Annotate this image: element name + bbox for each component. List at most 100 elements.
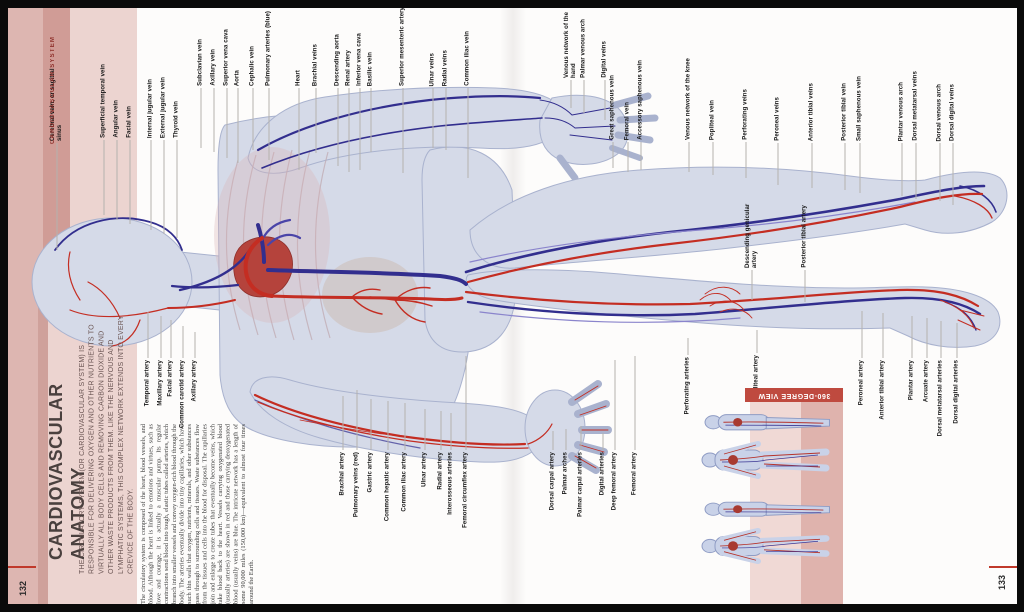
anatomy-label: Dorsal venous arch (936, 83, 943, 142)
leader-line (370, 399, 372, 450)
leader-line (602, 433, 604, 450)
anatomy-label: Femoral artery (631, 452, 638, 496)
anatomy-label: Posterior tibial artery (801, 205, 808, 268)
anatomy-label: External jugular vein (160, 76, 167, 138)
leader-line (402, 88, 404, 173)
intro-text: THE CIRCULATORY SYSTEM (OR CARDIOVASCULA… (79, 315, 135, 574)
leader-line (348, 88, 350, 172)
anatomy-label: Palmar carpal arteries (577, 452, 584, 517)
leader-line (337, 88, 339, 166)
leader-line (552, 431, 554, 450)
leader-line (745, 142, 747, 178)
anatomy-label: Dorsal metatarsal veins (912, 71, 919, 141)
anatomy-label: Plantar artery (908, 360, 915, 401)
view360-header: 360-DEGREE VIEW (745, 388, 843, 402)
leader-line (583, 80, 585, 113)
anatomy-label: Renal artery (345, 50, 352, 86)
leader-line (359, 88, 361, 170)
folio-rule-left (8, 566, 36, 568)
leader-line (160, 316, 162, 358)
leader-line (901, 143, 903, 196)
leader-line (298, 88, 300, 170)
leader-line (200, 88, 202, 148)
anatomy-label: Brachial veins (312, 43, 319, 86)
page-number-right: 133 (997, 574, 1007, 590)
anatomy-label: Superior vena cava (223, 29, 230, 86)
anatomy-label: Femoral circumflex artery (462, 452, 469, 528)
anatomy-label: Pulmonary veins (red) (353, 452, 360, 518)
anatomy-label: Common carotid artery (179, 360, 186, 429)
leader-line (170, 320, 172, 358)
page-number-left: 132 (18, 580, 28, 596)
anatomy-label: Anterior tibial artery (879, 360, 886, 420)
folio-rule-right (989, 566, 1017, 568)
leader-line (882, 313, 884, 358)
leader-line (356, 390, 358, 450)
anatomy-label: Ulnar veins (429, 52, 436, 86)
leader-line (103, 140, 105, 215)
anatomy-label: Temporal artery (144, 360, 151, 407)
sidebar-stripe (8, 8, 43, 300)
leader-line (634, 356, 636, 450)
anatomy-label: Internal jugular vein (147, 78, 154, 138)
body-copy: The circulatory system is composed of th… (140, 424, 255, 604)
leader-line (565, 429, 567, 450)
anatomy-label: Interosseous arteries (447, 452, 454, 515)
anatomy-label: Palmar venous arch (580, 19, 587, 78)
leader-line (911, 316, 913, 358)
leader-line (342, 396, 344, 450)
leader-line (237, 88, 239, 163)
anatomy-label: Brachial artery (339, 452, 346, 496)
anatomy-label: Anterior tibial veins (808, 82, 815, 141)
leader-line (861, 311, 863, 358)
leader-line (370, 88, 372, 152)
anatomy-label: Basilic vein (367, 51, 374, 86)
leader-line (956, 323, 958, 358)
leader-line (450, 413, 452, 450)
anatomy-label: Radial veins (442, 49, 449, 86)
anatomy-label: Dorsal digital arteries (953, 360, 960, 424)
leader-line (687, 338, 689, 355)
leader-line (176, 140, 178, 238)
leader-line (756, 330, 758, 353)
anatomy-label: Common iliac vein (464, 31, 471, 86)
anatomy-label: Posterior tibial vein (841, 83, 848, 141)
leader-line (182, 326, 184, 358)
leader-line (940, 321, 942, 358)
leader-line (777, 143, 779, 185)
sidebar-stripe (8, 300, 38, 604)
leader-line (268, 88, 270, 160)
leader-line (147, 312, 149, 358)
anatomy-label: Thyroid vein (173, 101, 180, 138)
anatomy-label: Arcuate artery (923, 360, 930, 403)
leader-line (387, 401, 389, 450)
anatomy-label: Dorsal carpal artery (549, 452, 556, 511)
sidebar-stripe (38, 300, 48, 604)
leader-line (712, 142, 714, 175)
leader-line (604, 80, 606, 120)
leader-line (952, 143, 954, 205)
leader-line (627, 142, 629, 172)
anatomy-label: Superior mesenteric artery (399, 7, 406, 86)
anatomy-label: Descending genicular artery (745, 203, 758, 268)
leader-line (612, 142, 614, 168)
anatomy-label: Palmar arches (562, 452, 569, 495)
anatomy-label: Heart (295, 70, 302, 86)
anatomy-label: Digital veins (601, 41, 608, 78)
anatomy-label: Peroneal artery (858, 360, 865, 406)
anatomy-label: Dorsal digital veins (949, 83, 956, 141)
leader-line (640, 142, 642, 170)
leader-line (844, 143, 846, 190)
leader-line (129, 140, 131, 224)
view360-header-label: 360-DEGREE VIEW (757, 391, 831, 399)
anatomy-label: Pulmonary arteries (blue) (265, 11, 272, 86)
leader-line (688, 142, 690, 172)
anatomy-label: Angular vein (113, 100, 120, 138)
anatomy-label: Perforating veins (742, 89, 749, 140)
anatomy-label: Venous network of the knee (685, 58, 692, 140)
leader-line (811, 143, 813, 188)
anatomy-label: Accessory saphenous vein (637, 60, 644, 140)
leader-line (116, 140, 118, 220)
leader-line (445, 88, 447, 150)
